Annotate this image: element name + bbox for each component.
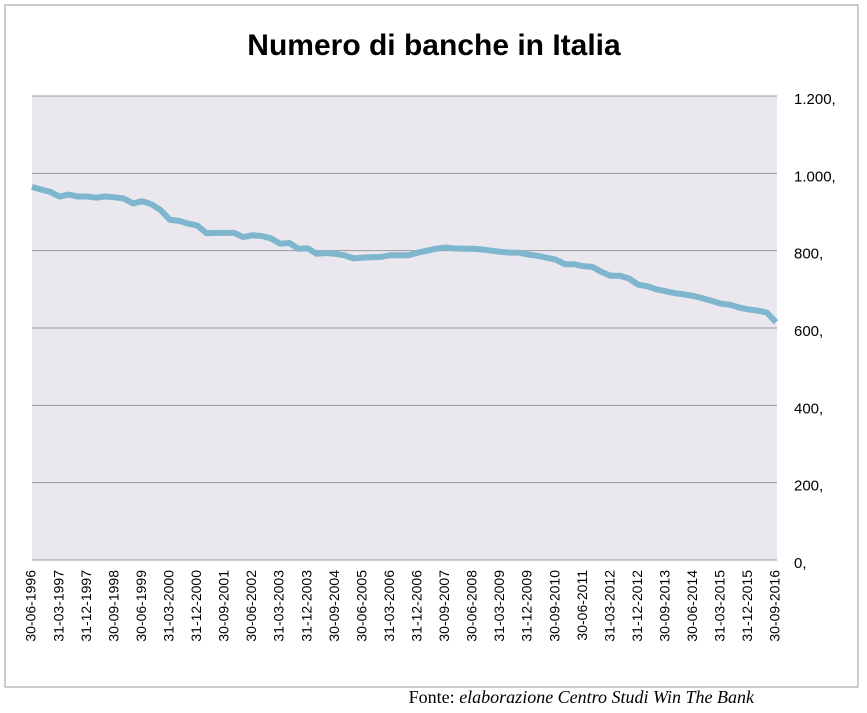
x-tick-label: 31-03-2006 <box>381 570 397 642</box>
x-tick-label: 31-12-2000 <box>188 570 204 642</box>
x-tick-label: 31-12-2003 <box>298 570 314 642</box>
y-tick-label: 1.000, <box>794 168 836 185</box>
y-tick-label: 600, <box>794 323 823 340</box>
x-tick-label: 31-03-2012 <box>601 570 617 642</box>
x-tick-label: 31-12-1997 <box>78 570 94 642</box>
x-tick-label: 30-09-2007 <box>436 570 452 642</box>
y-tick-label: 800, <box>794 246 823 263</box>
data-line <box>31 183 779 325</box>
x-tick-label: 31-12-2012 <box>629 570 645 642</box>
x-tick-label: 31-03-1997 <box>50 570 66 642</box>
y-tick-label: 1.200, <box>794 91 836 108</box>
source-text: elaborazione Centro Studi Win The Bank <box>459 687 755 707</box>
x-tick-label: 31-12-2009 <box>519 570 535 642</box>
x-tick-label: 30-06-2011 <box>574 570 590 641</box>
x-tick-label: 30-06-1999 <box>133 570 149 642</box>
x-tick-label: 30-06-2008 <box>464 570 480 642</box>
x-tick-label: 31-03-2015 <box>712 570 728 642</box>
x-tick-label: 31-12-2015 <box>739 570 755 642</box>
x-tick-label: 31-03-2003 <box>271 570 287 642</box>
x-tick-label: 30-06-2005 <box>353 570 369 642</box>
y-tick-label: 0, <box>794 555 807 572</box>
x-tick-label: 30-09-2013 <box>656 570 672 642</box>
x-tick-label: 30-06-2014 <box>684 570 700 642</box>
x-tick-label: 31-12-2006 <box>408 570 424 642</box>
y-tick-label: 200, <box>794 478 823 495</box>
source: Fonte: elaborazione Centro Studi Win The… <box>409 687 755 707</box>
x-tick-label: 30-06-1996 <box>23 570 39 642</box>
x-tick-label: 31-03-2009 <box>491 570 507 642</box>
chart-title: Numero di banche in Italia <box>247 29 621 62</box>
x-tick-label: 30-09-2016 <box>767 570 783 642</box>
x-tick-label: 30-06-2002 <box>243 570 259 642</box>
x-tick-label: 30-09-2004 <box>326 570 342 642</box>
x-tick-label: 30-09-2010 <box>546 570 562 642</box>
x-tick-label: 31-03-2000 <box>160 570 176 642</box>
x-tick-label: 30-09-2001 <box>216 570 232 642</box>
y-tick-label: 400, <box>794 400 823 417</box>
x-tick-label: 30-09-1998 <box>105 570 121 642</box>
source-prefix: Fonte: <box>409 687 455 707</box>
